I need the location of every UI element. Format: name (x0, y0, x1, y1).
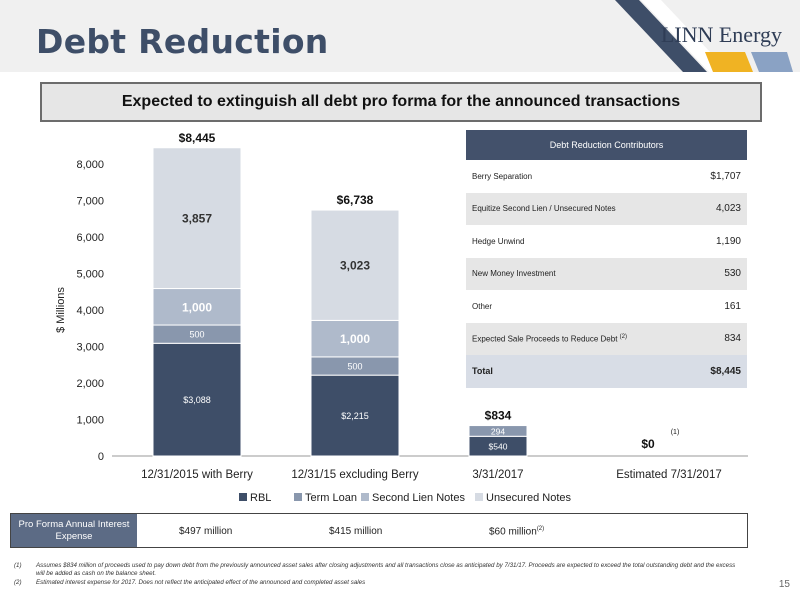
data-label: 1,000 (182, 300, 212, 314)
footnote-number: (1) (14, 562, 22, 569)
y-axis-label: $ Millions (55, 287, 67, 333)
x-tick-label: Estimated 7/31/2017 (616, 469, 722, 481)
total-label: $834 (485, 409, 512, 423)
total-label: $6,738 (337, 193, 374, 207)
row-label: Hedge Unwind (472, 236, 525, 246)
subtitle-box: Expected to extinguish all debt pro form… (40, 82, 762, 122)
legend-label: Unsecured Notes (486, 492, 571, 504)
footnote-text: Estimated interest expense for 2017. Doe… (36, 578, 366, 586)
total-label: $8,445 (179, 131, 216, 145)
x-tick-label: 12/31/2015 with Berry (141, 469, 253, 481)
row-label-text: Expected Sale Proceeds to Reduce Debt (472, 334, 618, 344)
footnote-number: (2) (14, 578, 22, 586)
row-value: $1,707 (710, 170, 741, 182)
data-label: 3,857 (182, 212, 212, 226)
row-value: 530 (724, 268, 741, 280)
interest-value: $60 million(2) (489, 526, 544, 537)
contributor-row: Other 161 (466, 290, 747, 323)
contributor-row: Berry Separation $1,707 (466, 160, 747, 193)
interest-value: $415 million (329, 526, 383, 537)
subtitle: Expected to extinguish all debt pro form… (121, 93, 681, 110)
row-label: Expected Sale Proceeds to Reduce Debt (2… (472, 334, 627, 344)
footnote-ref: (2) (536, 526, 545, 532)
data-label: 3,023 (340, 259, 370, 273)
y-tick-label: 6,000 (76, 232, 104, 244)
bar-segment (152, 147, 242, 290)
footnotes: (1) Assumes $834 million of proceeds used… (14, 562, 744, 587)
contributor-row: New Money Investment 530 (466, 257, 747, 290)
brand-logo: LINN Energy (660, 22, 782, 47)
row-label: Other (472, 301, 493, 311)
legend-label: RBL (250, 492, 271, 504)
total-value: $8,445 (710, 365, 741, 377)
debt-chart: 0 1,000 2,000 3,000 4,000 5,000 6,000 7,000 8,00… (55, 131, 748, 504)
contributors-header: Debt Reduction Contributors (466, 130, 747, 160)
row-value: 4,023 (715, 203, 741, 215)
bar-segment (152, 288, 242, 326)
page-title: Debt Reduction (36, 22, 329, 61)
y-tick-label: 3,000 (76, 342, 104, 354)
footnote: (1) Assumes $834 million of proceeds used… (14, 562, 744, 579)
x-tick-label: 12/31/15 excluding Berry (291, 469, 418, 481)
contributor-row: Hedge Unwind 1,190 (466, 225, 747, 258)
row-value: 834 (724, 333, 741, 345)
y-tick-label: 1,000 (76, 415, 104, 427)
row-value: 161 (724, 300, 741, 312)
contributor-row: Expected Sale Proceeds to Reduce Debt (2… (466, 322, 747, 355)
bar-segment (152, 342, 242, 457)
data-label: 1,000 (340, 332, 370, 346)
legend-swatch (475, 493, 483, 501)
brand-area: LINN Energy (595, 0, 800, 72)
row-label: New Money Investment (472, 269, 556, 279)
legend-swatch (294, 493, 302, 501)
legend-label: Second Lien Notes (372, 492, 465, 504)
contributors-table: Debt Reduction Contributors Berry Separa… (466, 130, 747, 388)
x-tick-label: 3/31/2017 (472, 469, 523, 481)
data-label: $540 (489, 442, 508, 452)
legend-swatch (361, 493, 369, 501)
data-label: 500 (347, 362, 362, 372)
brand-stripes (615, 0, 793, 72)
y-tick-label: 2,000 (76, 378, 104, 390)
row-label: Berry Separation (472, 171, 533, 181)
contributor-row: Equitize Second Lien / Unsecured Notes 4,… (466, 192, 747, 225)
interest-label: Pro Forma Annual Interest Expense (11, 514, 137, 547)
contributor-total-row: Total $8,445 (466, 355, 747, 388)
page-number: 15 (778, 579, 790, 590)
data-label: 294 (491, 426, 505, 436)
y-tick-label: 0 (98, 451, 104, 463)
interest-value-text: $60 million (489, 526, 537, 538)
y-tick-label: 5,000 (76, 269, 104, 281)
footnote: (2) Estimated interest expense for 2017. … (14, 579, 744, 587)
legend-swatch (239, 493, 247, 501)
bar-segment (310, 319, 400, 358)
footnote-text: Assumes $834 million of proceeds used to… (36, 562, 736, 578)
legend-label: Term Loan (305, 492, 357, 504)
row-label: Equitize Second Lien / Unsecured Notes (472, 204, 616, 214)
bar-segment (310, 374, 400, 457)
interest-value: $497 million (179, 526, 233, 537)
y-tick-label: 4,000 (76, 305, 104, 317)
bar-segment (468, 425, 528, 437)
data-label: 500 (189, 330, 204, 340)
data-label: $2,215 (341, 411, 369, 421)
y-tick-label: 7,000 (76, 196, 104, 208)
total-label: Total (472, 366, 493, 377)
footnote-ref: (2) (619, 333, 627, 340)
bar-segment (310, 209, 400, 321)
interest-expense-row: Pro Forma Annual Interest Expense $497 m… (10, 513, 748, 548)
row-value: 1,190 (715, 235, 741, 247)
y-tick-label: 8,000 (76, 159, 104, 171)
footnote-ref: (1) (671, 429, 680, 436)
total-label: $0 (641, 437, 655, 451)
data-label: $3,088 (183, 395, 211, 405)
